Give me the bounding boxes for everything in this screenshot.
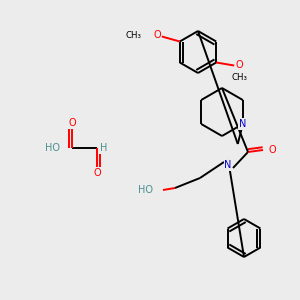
Text: CH₃: CH₃ <box>126 31 142 40</box>
Text: HO: HO <box>45 143 60 153</box>
Text: N: N <box>239 119 247 129</box>
Text: O: O <box>68 118 76 128</box>
Text: O: O <box>268 145 276 155</box>
Text: N: N <box>224 160 232 170</box>
Text: O: O <box>153 31 160 40</box>
Text: H: H <box>100 143 107 153</box>
Text: CH₃: CH₃ <box>231 73 247 82</box>
Text: HO: HO <box>138 185 153 195</box>
Text: O: O <box>93 168 101 178</box>
Text: O: O <box>236 61 243 70</box>
